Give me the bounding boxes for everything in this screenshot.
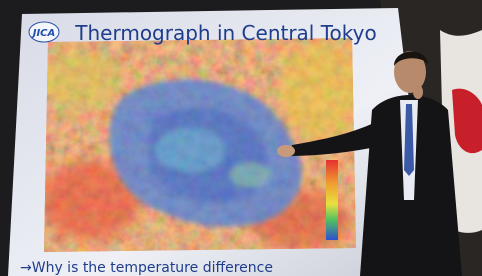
page: {"slide": {"logo": "JICA", "title": "The… <box>0 0 482 276</box>
hand <box>277 145 295 157</box>
slide-caption: →Why is the temperature difference <box>20 260 273 276</box>
logo: JICA <box>31 28 56 39</box>
photo: JICA Thermograph in Central Tokyo →Why i… <box>0 0 482 276</box>
microphone-hand <box>413 85 423 99</box>
temperature-legend <box>326 160 338 240</box>
slide-title: Thermograph in Central Tokyo <box>74 21 376 45</box>
